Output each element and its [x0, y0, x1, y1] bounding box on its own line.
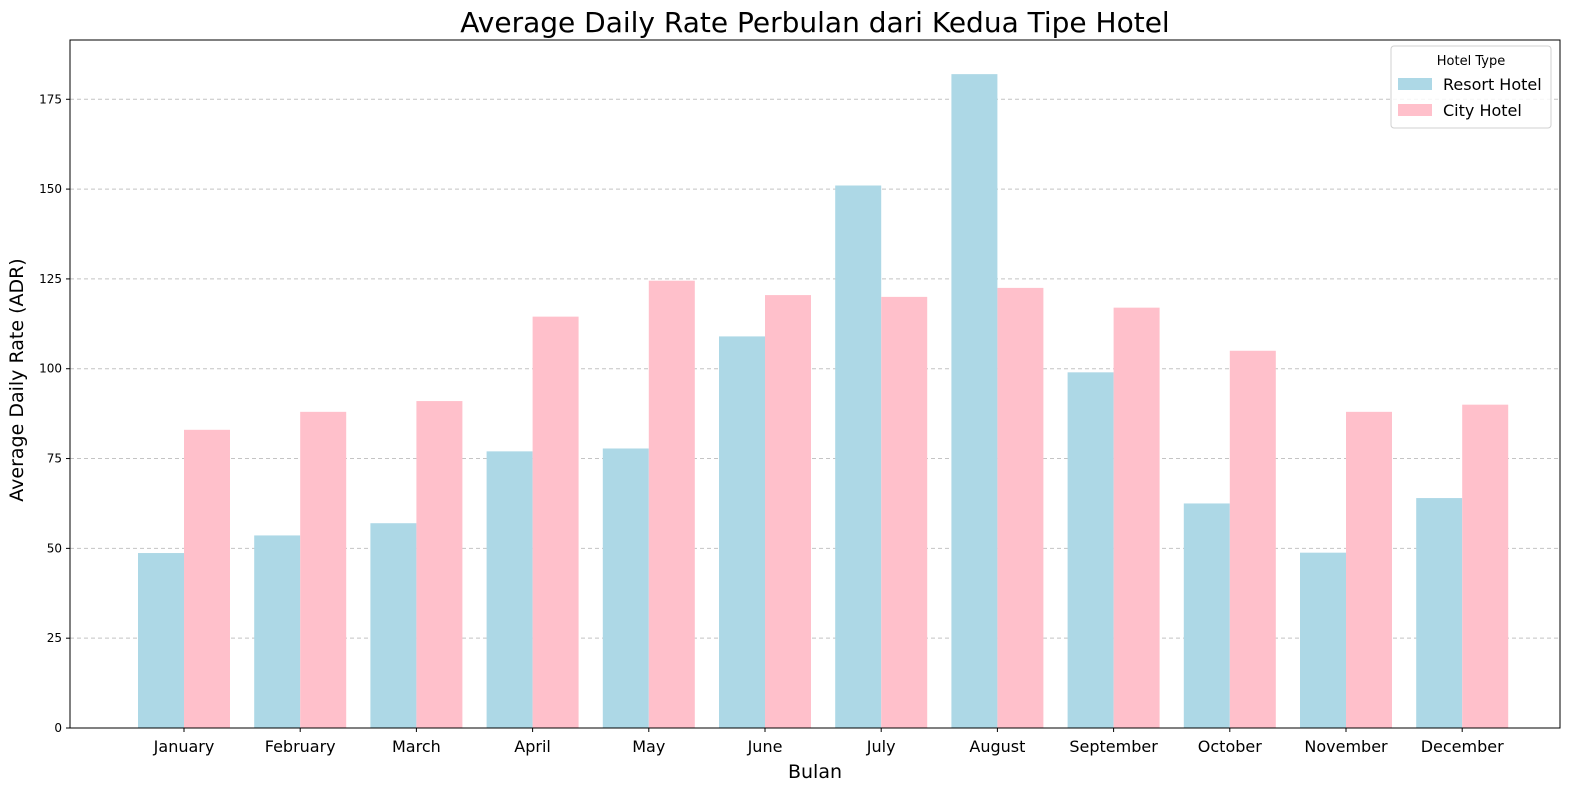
x-tick-label-july: July	[866, 737, 896, 756]
bar-city-hotel-december	[1462, 404, 1509, 728]
x-tick-label-may: May	[632, 737, 665, 756]
y-axis-ticks: 0 25 50 75 100 125 150 175	[39, 92, 70, 735]
bar-resort-hotel-june	[719, 336, 765, 728]
y-tick-label: 50	[47, 541, 62, 555]
y-tick-label: 0	[54, 721, 62, 735]
legend-title: Hotel Type	[1437, 54, 1505, 69]
bar-city-hotel-april	[532, 316, 579, 728]
x-tick-label-april: April	[514, 737, 551, 756]
bar-resort-hotel-march	[370, 523, 417, 728]
x-tick-label-december: December	[1421, 737, 1504, 756]
bar-resort-hotel-may	[602, 448, 649, 728]
legend-label-city-hotel: City Hotel	[1443, 101, 1522, 120]
x-tick-label-june: June	[747, 737, 783, 756]
bar-city-hotel-june	[765, 295, 811, 728]
bar-resort-hotel-october	[1183, 503, 1230, 728]
bar-city-hotel-february	[300, 411, 347, 728]
bar-city-hotel-september	[1113, 307, 1160, 728]
y-tick-label: 150	[39, 182, 62, 196]
bar-city-hotel-may	[648, 280, 695, 728]
x-axis-ticks: January February March April May June July Augu…	[153, 728, 1504, 756]
bar-resort-hotel-april	[486, 451, 533, 728]
bar-city-hotel-march	[416, 401, 463, 728]
chart-title: Average Daily Rate Perbulan dari Kedua T…	[460, 6, 1169, 39]
y-tick-label: 175	[39, 92, 62, 106]
x-tick-label-november: November	[1304, 737, 1388, 756]
bar-resort-hotel-december	[1416, 498, 1463, 728]
legend-swatch-resort-hotel	[1398, 78, 1432, 90]
bar-city-hotel-october	[1229, 350, 1276, 728]
bar-city-hotel-july	[881, 296, 928, 728]
x-tick-label-february: February	[265, 737, 336, 756]
bar-resort-hotel-january	[138, 553, 184, 728]
x-tick-label-october: October	[1198, 737, 1262, 756]
x-tick-label-january: January	[153, 737, 215, 756]
bar-city-hotel-november	[1346, 411, 1392, 728]
bar-city-hotel-january	[184, 429, 230, 728]
bar-resort-hotel-november	[1300, 552, 1346, 728]
legend-swatch-city-hotel	[1398, 104, 1432, 116]
bars-group	[138, 74, 1509, 729]
y-tick-label: 125	[39, 272, 62, 286]
bar-resort-hotel-february	[254, 535, 301, 728]
bar-resort-hotel-september	[1067, 372, 1114, 728]
x-tick-label-september: September	[1069, 737, 1158, 756]
bar-city-hotel-august	[997, 287, 1044, 728]
y-tick-label: 100	[39, 362, 62, 376]
plot-frame	[69, 39, 1561, 729]
bar-resort-hotel-august	[951, 74, 998, 728]
y-tick-label: 25	[47, 631, 62, 645]
x-axis-label: Bulan	[788, 761, 842, 783]
bar-resort-hotel-july	[835, 185, 882, 729]
y-axis-label: Average Daily Rate (ADR)	[6, 258, 28, 501]
y-tick-label: 75	[47, 452, 62, 466]
legend: Hotel Type Resort Hotel City Hotel	[1390, 45, 1552, 129]
legend-label-resort-hotel: Resort Hotel	[1443, 75, 1542, 94]
axes	[69, 39, 1561, 729]
x-tick-label-march: March	[392, 737, 441, 756]
x-tick-label-august: August	[969, 737, 1025, 756]
